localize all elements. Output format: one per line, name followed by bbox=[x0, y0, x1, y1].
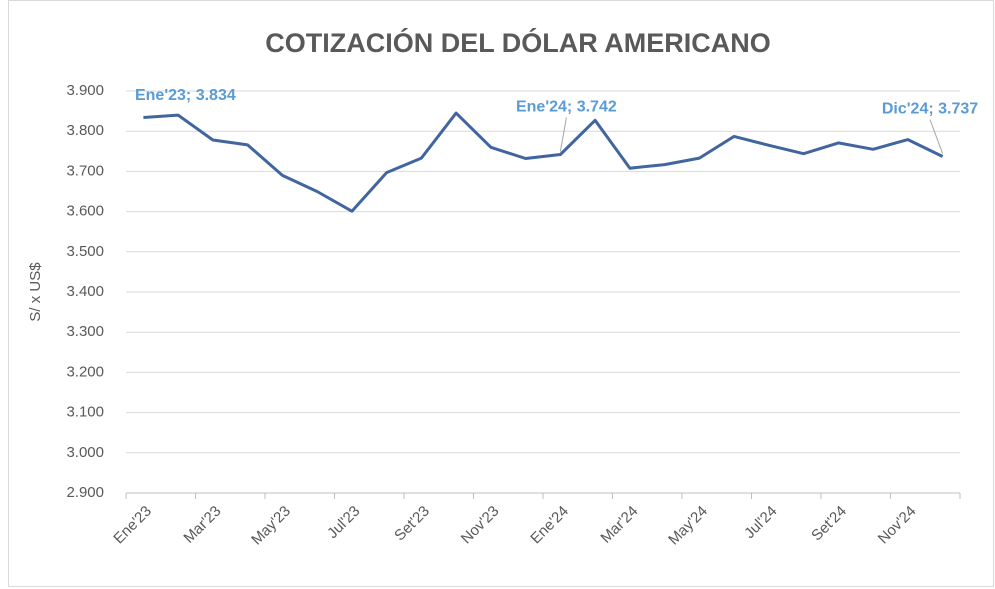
y-tick-label: 3.300 bbox=[66, 323, 104, 340]
y-tick-label: 3.700 bbox=[66, 162, 104, 179]
x-tick-label: Set'24 bbox=[808, 503, 850, 545]
x-tick-label: Nov'23 bbox=[458, 503, 503, 548]
x-tick-label: Mar'23 bbox=[180, 503, 224, 547]
x-tick-label: Jul'24 bbox=[741, 503, 780, 542]
chart-title: COTIZACIÓN DEL DÓLAR AMERICANO bbox=[265, 27, 771, 58]
x-tick-label: Nov'24 bbox=[875, 503, 920, 548]
y-tick-label: 3.200 bbox=[66, 363, 104, 380]
x-tick-label: May'24 bbox=[665, 503, 711, 549]
y-tick-label: 3.000 bbox=[66, 444, 104, 461]
label-leader bbox=[559, 117, 567, 152]
y-tick-label: 3.800 bbox=[66, 122, 104, 139]
y-tick-label: 3.100 bbox=[66, 404, 104, 421]
chart-frame bbox=[8, 0, 994, 587]
y-tick-label: 3.600 bbox=[66, 203, 104, 220]
x-tick-label: Mar'24 bbox=[597, 503, 641, 547]
data-label: Dic'24; 3.737 bbox=[882, 101, 978, 118]
data-line bbox=[143, 111, 944, 213]
y-axis-label: S/ x US$ bbox=[27, 262, 44, 322]
x-tick-label: May'23 bbox=[248, 503, 294, 549]
data-label: Ene'24; 3.742 bbox=[516, 99, 617, 116]
x-tick-label: Set'23 bbox=[391, 503, 433, 545]
x-tick-label: Ene'24 bbox=[527, 503, 572, 548]
y-tick-label: 2.900 bbox=[66, 484, 104, 501]
y-tick-label: 3.900 bbox=[66, 82, 104, 99]
x-tick-label: Ene'23 bbox=[110, 503, 155, 548]
y-tick-label: 3.500 bbox=[66, 243, 104, 260]
data-label: Ene'23; 3.834 bbox=[135, 87, 236, 104]
label-leader bbox=[929, 119, 944, 154]
y-tick-label: 3.400 bbox=[66, 283, 104, 300]
x-tick-label: Jul'23 bbox=[324, 503, 363, 542]
